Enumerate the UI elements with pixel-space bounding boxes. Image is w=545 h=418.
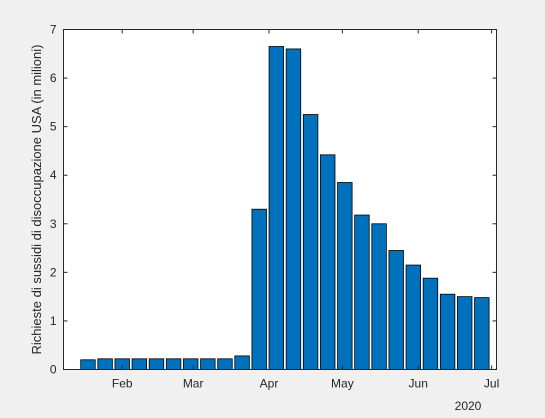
bar bbox=[405, 264, 422, 370]
bar bbox=[268, 46, 285, 370]
y-tick-label: 0 bbox=[50, 363, 57, 377]
y-tick-label: 4 bbox=[50, 168, 57, 182]
y-tick-labels: 0 1 2 3 4 5 6 7 bbox=[50, 23, 57, 377]
y-tick-label: 3 bbox=[50, 217, 57, 231]
bar bbox=[354, 214, 370, 370]
bar bbox=[320, 154, 336, 370]
bar bbox=[183, 358, 199, 370]
bar bbox=[285, 48, 302, 370]
x-tick-label: Jun bbox=[409, 377, 428, 391]
y-tick-label: 7 bbox=[50, 23, 57, 37]
x-tick-label: Mar bbox=[183, 377, 204, 391]
x-tick-label: Feb bbox=[112, 377, 133, 391]
bar bbox=[439, 293, 456, 370]
bar bbox=[388, 250, 404, 370]
bar bbox=[131, 358, 148, 370]
y-tick-label: 1 bbox=[50, 314, 57, 328]
bar bbox=[337, 182, 353, 370]
bar bbox=[165, 358, 182, 370]
bar bbox=[200, 358, 216, 370]
year-label: 2020 bbox=[455, 399, 482, 413]
ticks-group bbox=[63, 29, 497, 370]
bar bbox=[302, 114, 319, 370]
y-axis-label: Richieste di sussidi di disoccupazione U… bbox=[29, 45, 44, 355]
bar bbox=[371, 223, 387, 370]
x-tick-label: May bbox=[331, 377, 354, 391]
x-tick-label: Apr bbox=[260, 377, 279, 391]
x-tick-labels: Feb Mar Apr May Jun Jul bbox=[112, 377, 499, 391]
bar bbox=[251, 208, 267, 370]
bar bbox=[474, 297, 490, 370]
bar bbox=[217, 358, 233, 370]
axes-box bbox=[63, 29, 497, 370]
bar bbox=[97, 358, 113, 370]
bar bbox=[148, 358, 165, 370]
y-tick-label: 2 bbox=[50, 265, 57, 279]
bar bbox=[234, 355, 250, 370]
bar bbox=[422, 277, 439, 370]
bar bbox=[457, 296, 473, 370]
bar bbox=[80, 359, 96, 370]
y-tick-label: 5 bbox=[50, 120, 57, 134]
y-tick-label: 6 bbox=[50, 71, 57, 85]
x-tick-label: Jul bbox=[484, 377, 499, 391]
